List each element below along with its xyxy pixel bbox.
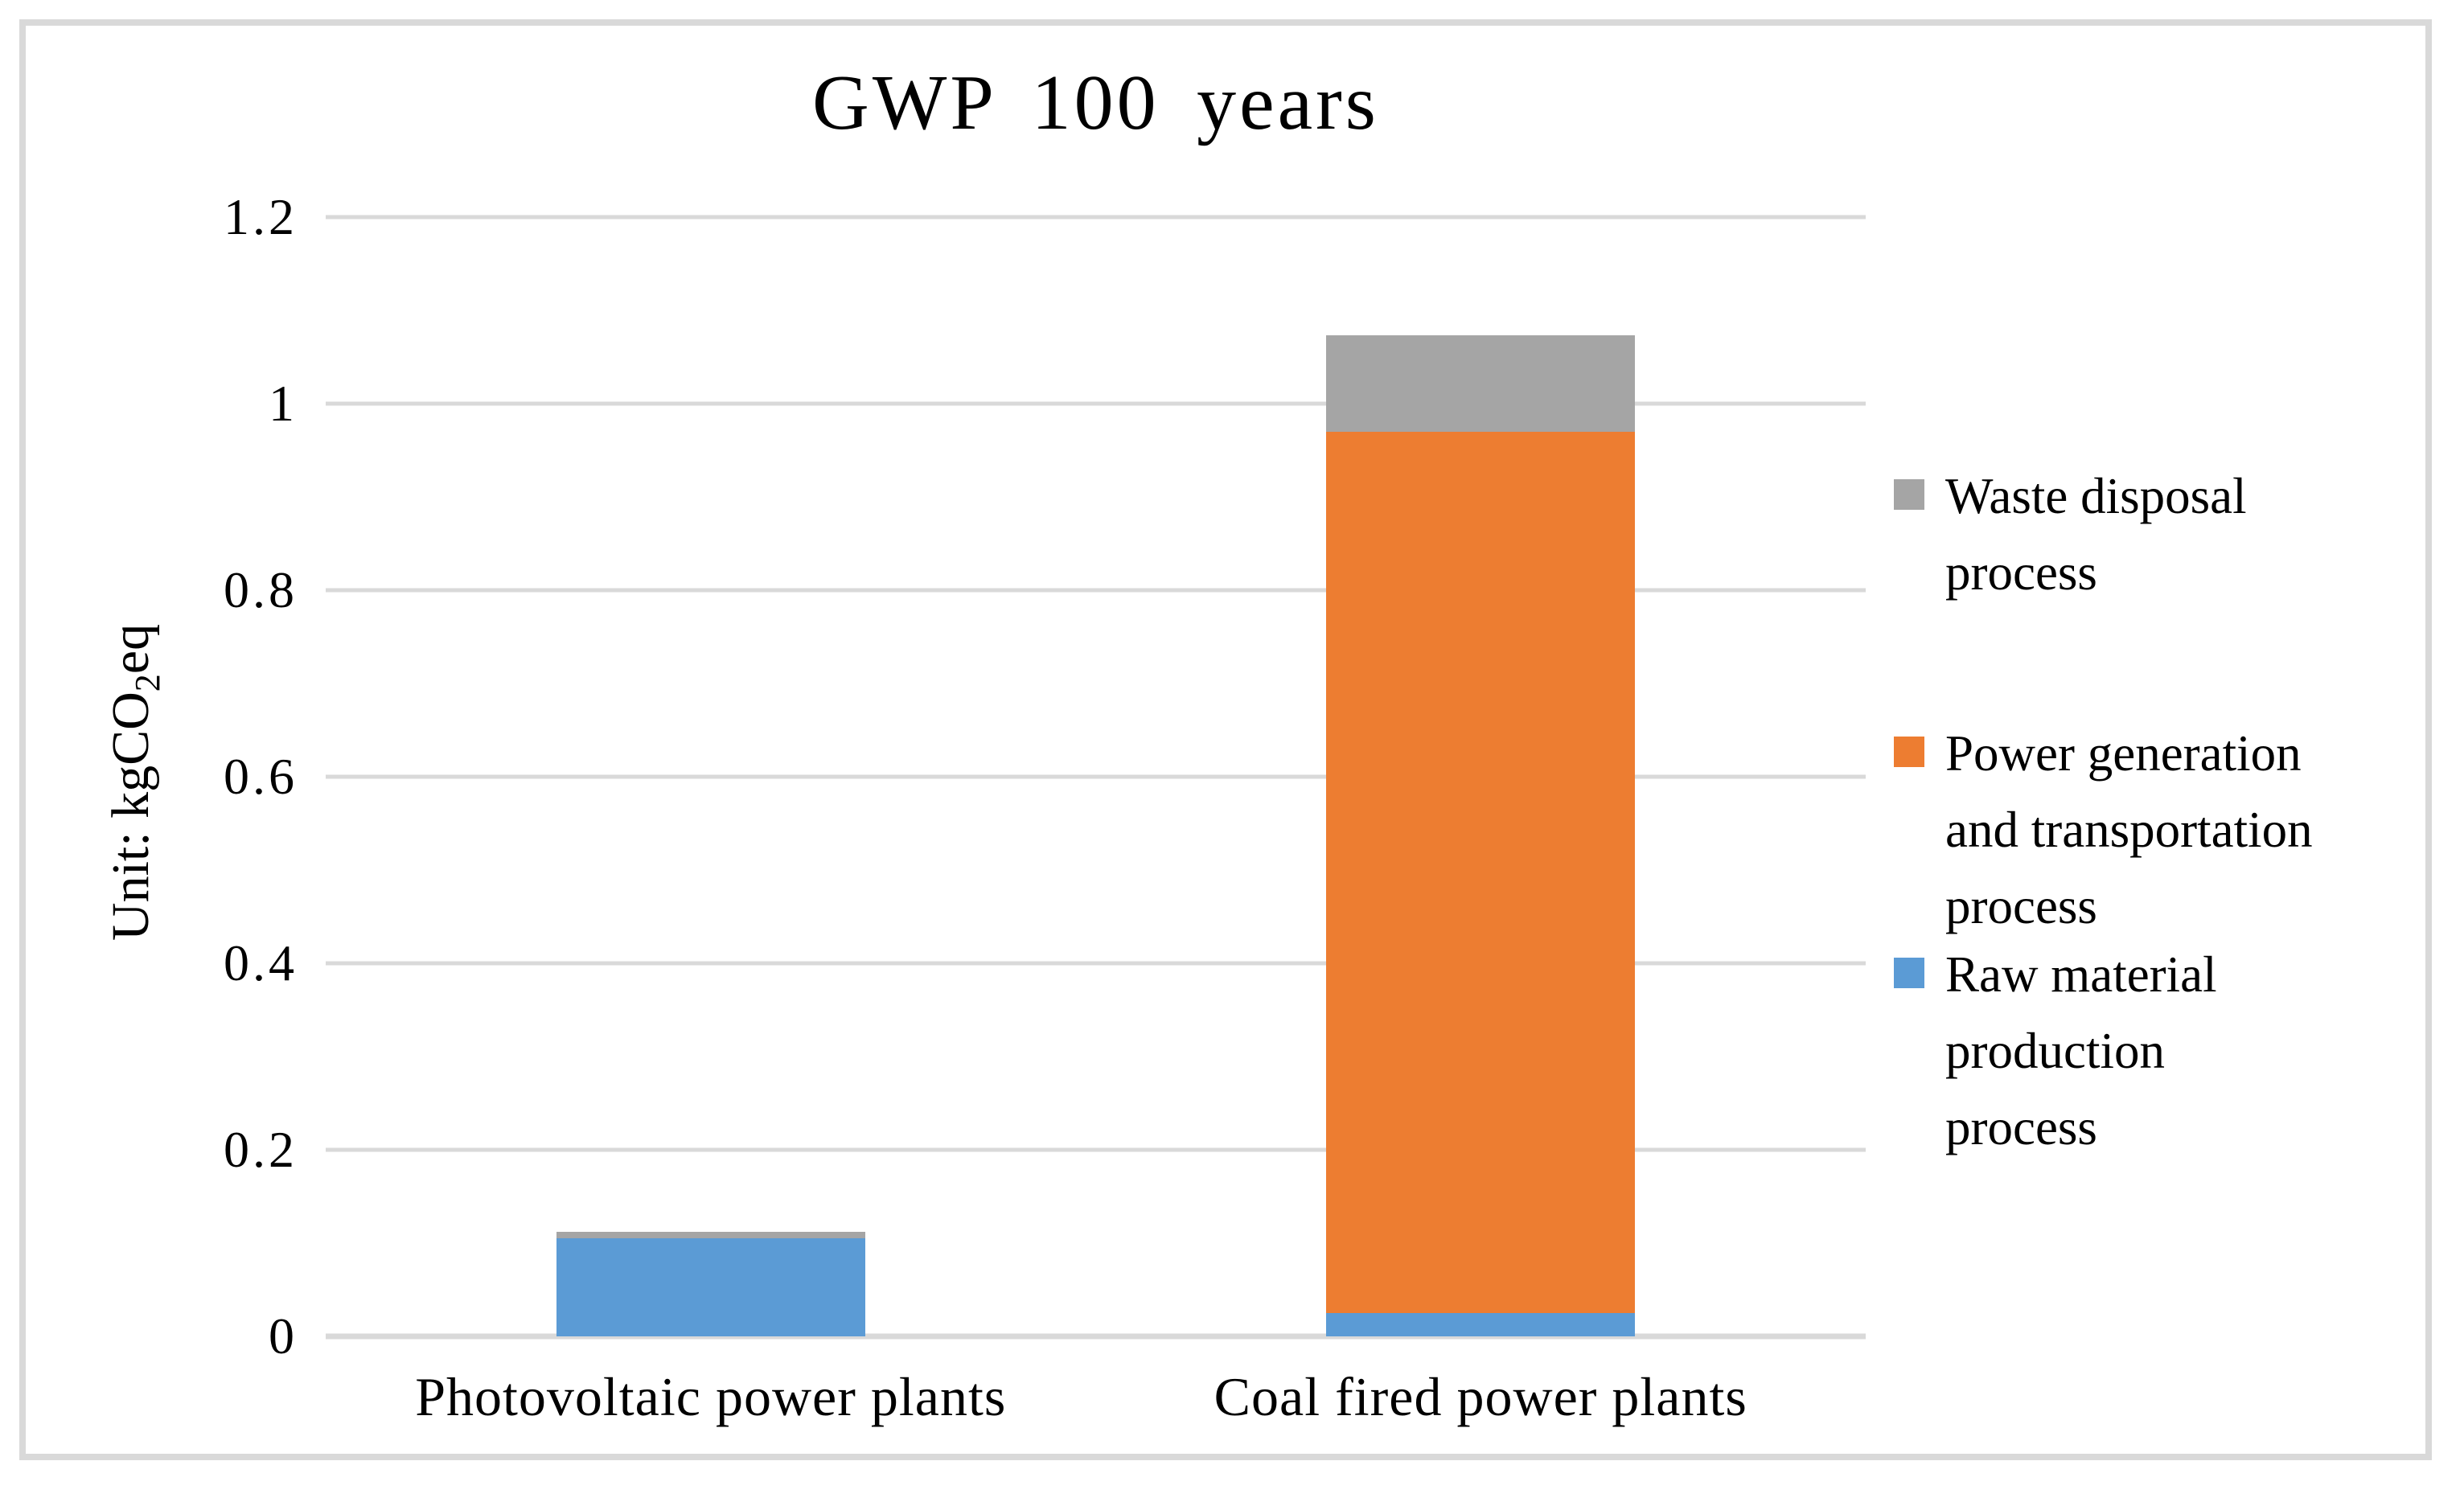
legend-swatch-icon (1894, 737, 1924, 767)
y-axis-tick-labels: 0 0.2 0.4 0.6 0.8 1 1.2 (48, 188, 298, 1365)
y-tick-label: 0.8 (224, 561, 298, 618)
gridline (326, 401, 1866, 406)
y-tick-label: 1.2 (224, 188, 298, 245)
legend-label: Power generation and transportation proc… (1945, 725, 2313, 934)
legend-entry: Raw material production process (1894, 937, 2217, 1166)
bar-segment-waste-disposal (1326, 335, 1636, 432)
bar-segment-raw-material (1326, 1313, 1636, 1336)
gridline (326, 961, 1866, 966)
chart-title: GWP 100 years (812, 60, 1379, 146)
bar-segment-raw-material (556, 1238, 865, 1336)
bar-segment-waste-disposal (556, 1232, 865, 1239)
gridline (326, 774, 1866, 779)
y-tick-label: 0.6 (224, 748, 298, 805)
bar-segment-power-generation (1326, 431, 1636, 1313)
legend-swatch-icon (1894, 479, 1924, 510)
legend-entry: Power generation and transportation proc… (1894, 716, 2313, 945)
y-tick-label: 0.4 (224, 934, 298, 991)
stacked-bar (556, 217, 865, 1336)
y-tick-label: 0 (269, 1307, 298, 1365)
legend-entry: Waste disposal process (1894, 458, 2247, 611)
legend-label: Waste disposal process (1945, 468, 2247, 601)
plot-area (326, 215, 1866, 1340)
chart-frame (19, 19, 2432, 1460)
x-axis-category-labels: Photovoltaic power plants Coal fired powe… (326, 1365, 1866, 1446)
x-category-label: Photovoltaic power plants (415, 1366, 1007, 1427)
legend-label: Raw material production process (1945, 946, 2217, 1155)
y-tick-label: 1 (269, 375, 298, 432)
stacked-bar (1326, 217, 1636, 1336)
legend-swatch-icon (1894, 958, 1924, 988)
x-category-label: Coal fired power plants (1214, 1366, 1747, 1427)
legend: Waste disposal process Power generation a… (1894, 0, 2441, 1502)
x-axis-line (326, 1333, 1866, 1340)
y-tick-label: 0.2 (224, 1121, 298, 1178)
gridline (326, 588, 1866, 593)
gridline (326, 215, 1866, 220)
gridline (326, 1147, 1866, 1152)
